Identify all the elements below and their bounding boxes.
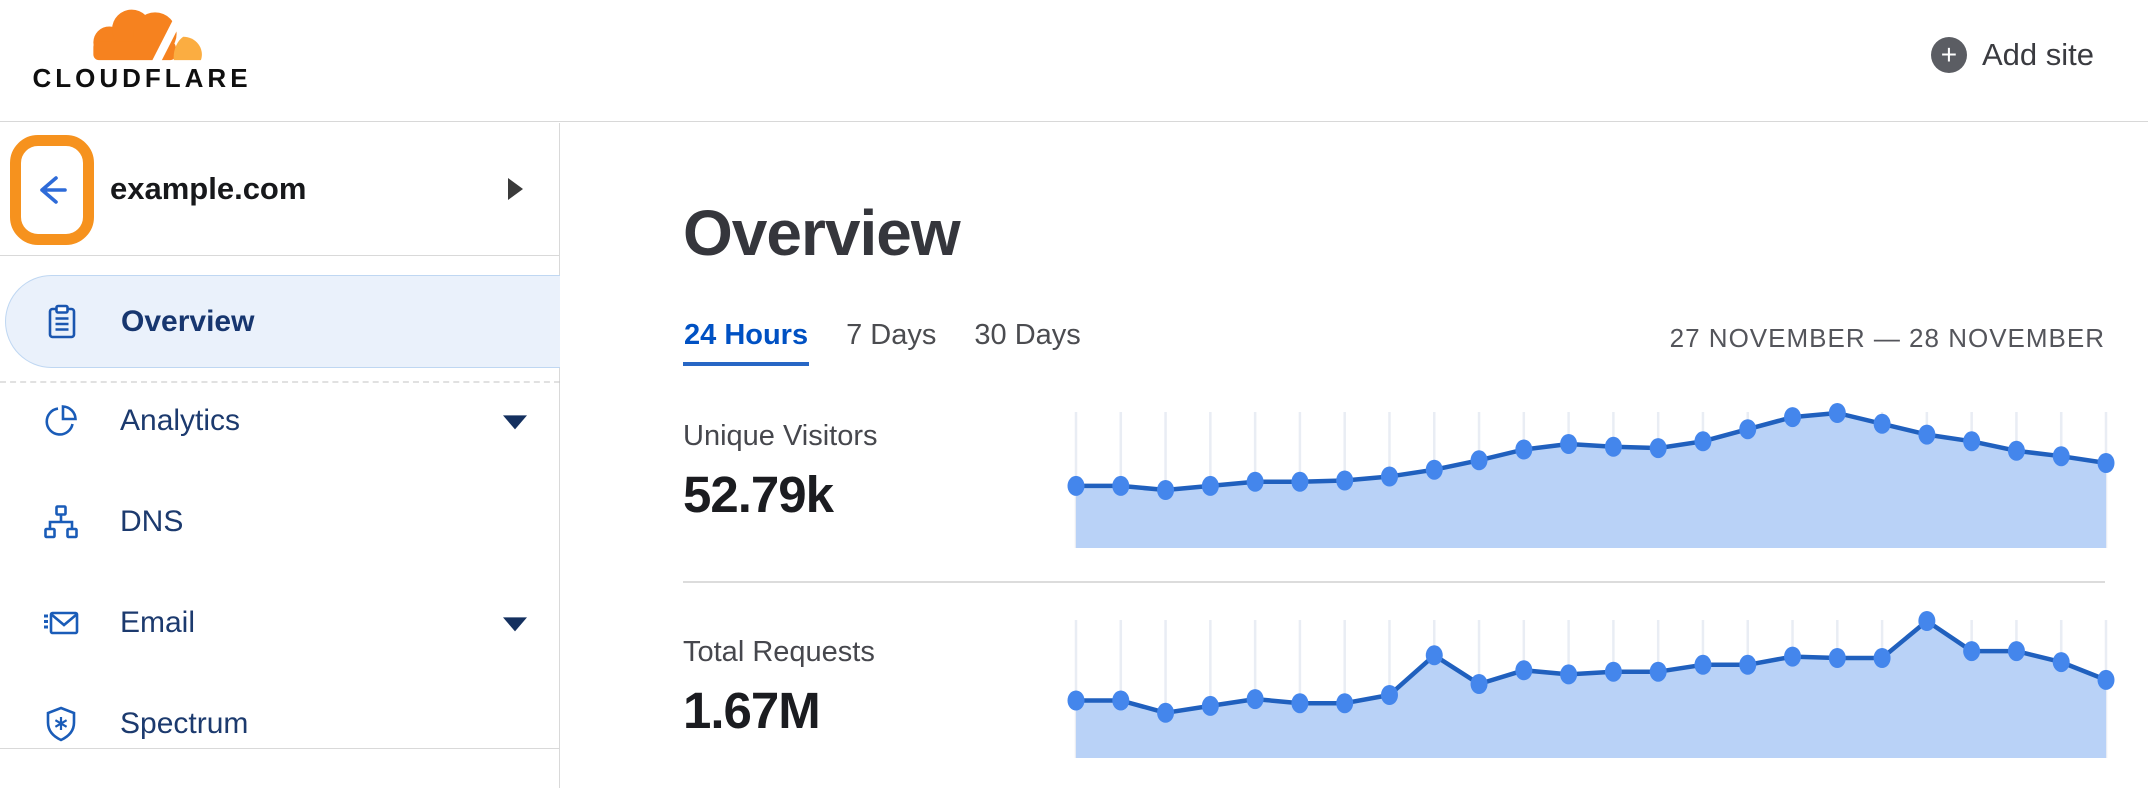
tab-7-days[interactable]: 7 Days <box>845 319 937 366</box>
cloudflare-logo[interactable]: CLOUDFLARE <box>22 4 262 94</box>
back-button-highlight-annotation <box>10 135 94 245</box>
page-title: Overview <box>683 197 961 269</box>
sidebar: example.com Overview Analytics <box>0 123 560 788</box>
clipboard-icon <box>48 304 76 338</box>
chevron-down-icon[interactable] <box>503 616 527 631</box>
unique-visitors-label: Unique Visitors <box>683 420 878 452</box>
arrow-left-icon <box>40 176 67 204</box>
sidebar-item-label: Overview <box>121 304 255 338</box>
sidebar-item-analytics[interactable]: Analytics <box>0 374 560 467</box>
back-button[interactable] <box>29 167 75 213</box>
chevron-down-icon[interactable] <box>503 414 527 429</box>
unique-visitors-chart <box>1067 403 2115 548</box>
network-icon <box>44 504 78 538</box>
sidebar-item-label: Analytics <box>120 403 241 437</box>
total-requests-chart <box>1067 611 2115 758</box>
cloudflare-wordmark: CLOUDFLARE <box>32 63 252 93</box>
time-range-tabs: 24 Hours 7 Days 30 Days <box>683 319 1082 366</box>
unique-visitors-value: 52.79k <box>683 466 834 523</box>
site-switcher-expander-icon[interactable] <box>508 178 523 200</box>
sidebar-item-email[interactable]: Email <box>0 576 560 669</box>
email-icon <box>44 611 79 634</box>
main-content: Overview 24 Hours 7 Days 30 Days 27 NOVE… <box>561 123 2148 788</box>
sidebar-item-label: DNS <box>120 504 184 538</box>
shield-icon <box>46 706 76 741</box>
tab-30-days[interactable]: 30 Days <box>973 319 1081 366</box>
sidebar-item-overview[interactable]: Overview <box>5 275 560 368</box>
total-requests-value: 1.67M <box>683 682 821 739</box>
site-header-row: example.com <box>0 123 560 255</box>
nav-divider <box>0 381 560 383</box>
tab-24-hours[interactable]: 24 Hours <box>683 319 810 366</box>
sidebar-item-dns[interactable]: DNS <box>0 475 560 568</box>
sidebar-item-label: Email <box>120 605 196 639</box>
sidebar-item-label: Spectrum <box>120 706 249 740</box>
add-site-button[interactable]: + Add site <box>1930 37 2094 73</box>
sidebar-bottom-divider <box>0 748 560 749</box>
add-site-label: Add site <box>1981 37 2094 72</box>
pie-chart-icon <box>45 404 77 436</box>
total-requests-label: Total Requests <box>683 636 875 668</box>
cloudflare-cloud-icon <box>93 9 202 62</box>
sidebar-divider <box>0 255 560 256</box>
plus-icon: + <box>1930 37 1967 73</box>
section-divider <box>683 581 2105 583</box>
site-name: example.com <box>110 171 307 206</box>
top-header: CLOUDFLARE + Add site <box>0 0 2148 122</box>
date-range-label: 27 NOVEMBER — 28 NOVEMBER <box>1669 323 2105 353</box>
sidebar-item-spectrum[interactable]: Spectrum <box>0 677 560 770</box>
